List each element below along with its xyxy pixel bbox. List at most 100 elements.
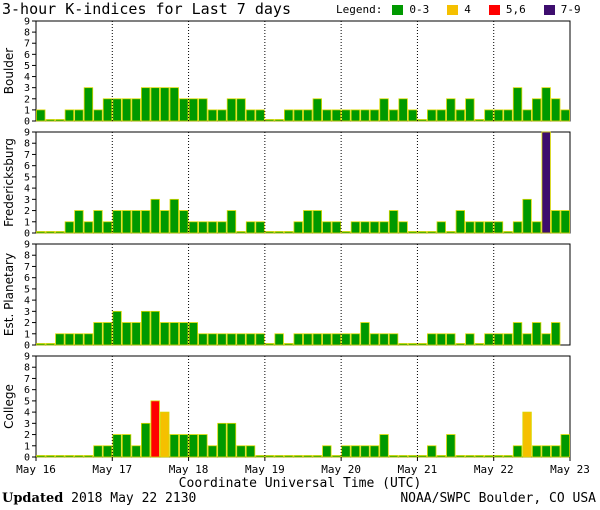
- k-index-bar: [36, 109, 46, 122]
- x-axis: May 16 May 17 May 18 May 19 May 20 May 21 May …: [16, 457, 590, 476]
- k-index-bar: [236, 445, 246, 458]
- k-index-bar: [207, 333, 218, 346]
- k-index-bar: [150, 310, 160, 346]
- k-index-bar: [169, 198, 179, 234]
- k-index-bar: [160, 411, 170, 458]
- k-index-bar: [465, 455, 475, 458]
- legend-item-label: 5,6: [505, 3, 526, 16]
- k-index-bar: [360, 322, 370, 346]
- k-index-bar: [417, 343, 427, 346]
- k-index-bar: [131, 98, 141, 122]
- k-index-bar: [551, 322, 561, 346]
- k-index-bar: [83, 221, 94, 234]
- k-index-bar: [398, 343, 408, 346]
- panel-frame: [35, 355, 571, 458]
- k-index-bar: [255, 221, 265, 234]
- k-index-bar: [303, 210, 313, 234]
- k-index-bar: [121, 210, 132, 234]
- y-tick-label: 1: [24, 217, 30, 228]
- k-index-bar: [179, 434, 189, 458]
- k-index-bar: [93, 210, 103, 234]
- k-index-bar: [207, 221, 218, 234]
- k-index-bar: [312, 98, 322, 122]
- k-index-bar: [140, 87, 151, 122]
- k-index-bar: [360, 445, 370, 458]
- k-index-bar: [264, 231, 275, 234]
- k-index-bar: [503, 109, 513, 122]
- k-index-bar: [264, 455, 275, 458]
- k-index-bar: [560, 210, 570, 234]
- y-tick-label: 8: [24, 28, 30, 39]
- k-index-bar: [236, 231, 246, 234]
- k-index-bar: [112, 310, 122, 346]
- k-index-bar: [512, 445, 523, 458]
- k-index-bar: [83, 455, 94, 458]
- k-index-bar: [255, 333, 265, 346]
- k-index-bar: [303, 333, 313, 346]
- k-index-bar: [427, 333, 437, 346]
- k-index-bar: [293, 109, 303, 122]
- legend: Legend: 0-3 4 5,6 7-9: [336, 3, 581, 16]
- y-tick-label: 8: [24, 251, 30, 262]
- k-index-bar: [284, 455, 294, 458]
- k-index-bar: [226, 98, 237, 122]
- k-index-bar: [112, 98, 122, 122]
- k-index-bar: [55, 333, 65, 346]
- y-tick-label: 5: [24, 172, 30, 183]
- k-index-bar: [551, 98, 561, 122]
- k-index-bar: [217, 422, 227, 458]
- k-index-bar: [465, 333, 475, 346]
- y-tick-label: 7: [24, 262, 30, 273]
- k-index-bar: [512, 221, 523, 234]
- k-index-bar: [379, 98, 389, 122]
- k-index-bar: [522, 198, 532, 234]
- k-index-bar: [102, 221, 113, 234]
- k-index-bar: [312, 455, 322, 458]
- k-index-bar: [160, 322, 170, 346]
- y-tick-label: 4: [24, 408, 30, 419]
- y-tick-label: 1: [24, 105, 30, 116]
- legend-item-label: 0-3: [409, 3, 430, 16]
- k-index-bar: [503, 455, 513, 458]
- x-tick-label: May 21: [398, 463, 438, 476]
- y-tick-label: 2: [24, 206, 30, 217]
- k-index-bar: [217, 221, 227, 234]
- k-index-bar: [446, 434, 456, 458]
- k-index-bar: [303, 109, 313, 122]
- k-index-bar: [531, 322, 542, 346]
- k-index-bar: [531, 221, 542, 234]
- panel-frame: [35, 243, 571, 346]
- y-tick-label: 4: [24, 296, 30, 307]
- y-tick-label: 4: [24, 184, 30, 195]
- k-index-bar: [121, 322, 132, 346]
- k-index-bar: [188, 98, 199, 122]
- k-index-bar: [264, 119, 275, 122]
- updated-timestamp: Updated 2018 May 22 2130: [2, 491, 196, 506]
- k-index-bar: [226, 333, 237, 346]
- k-index-bar: [417, 119, 427, 122]
- y-tick-label: 3: [24, 195, 30, 206]
- k-index-bar: [131, 210, 141, 234]
- k-index-bar: [427, 109, 437, 122]
- y-tick-label: 9: [24, 128, 30, 139]
- k-index-bar: [112, 434, 122, 458]
- k-index-bar: [55, 231, 65, 234]
- k-index-bar: [207, 109, 218, 122]
- x-tick-label: May 18: [169, 463, 209, 476]
- k-index-bar: [407, 343, 418, 346]
- k-index-bar: [427, 231, 437, 234]
- k-index-bar: [474, 455, 485, 458]
- k-index-bar: [160, 210, 170, 234]
- panel-label: College: [2, 384, 16, 429]
- updated-value: 2018 May 22 2130: [71, 491, 197, 506]
- k-index-bar: [83, 333, 94, 346]
- k-index-chart: 0123456789Boulder0123456789Fredericksbur…: [2, 17, 590, 477]
- data-source: NOAA/SWPC Boulder, CO USA: [400, 491, 596, 506]
- k-index-bar: [427, 445, 437, 458]
- k-index-bar: [322, 221, 332, 234]
- k-index-bar: [484, 109, 494, 122]
- k-index-bar: [331, 221, 342, 234]
- k-index-bar: [493, 333, 504, 346]
- k-index-bar: [284, 231, 294, 234]
- k-index-bar: [207, 445, 218, 458]
